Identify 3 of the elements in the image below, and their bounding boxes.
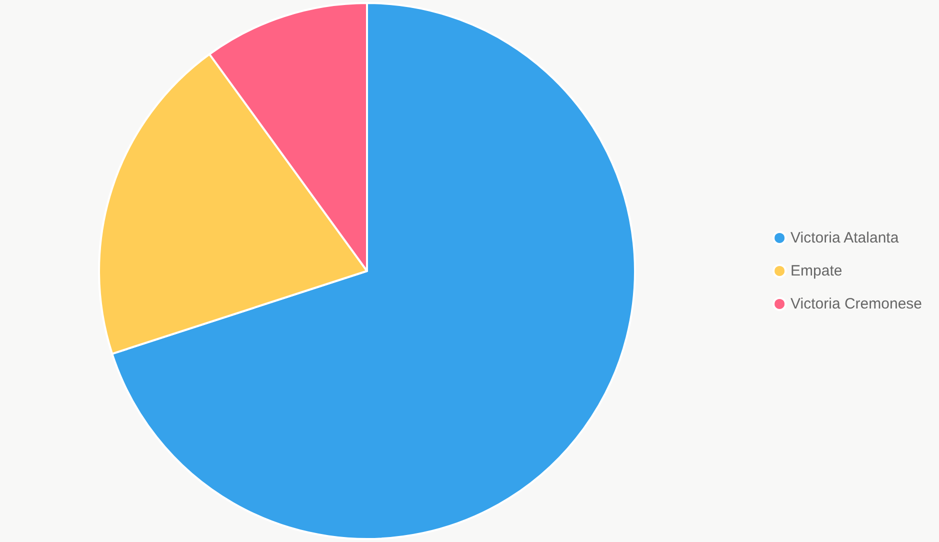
legend-label: Victoria Cremonese xyxy=(790,296,922,312)
legend-label: Empate xyxy=(790,262,842,280)
legend-label: Victoria Atalanta xyxy=(790,230,900,246)
